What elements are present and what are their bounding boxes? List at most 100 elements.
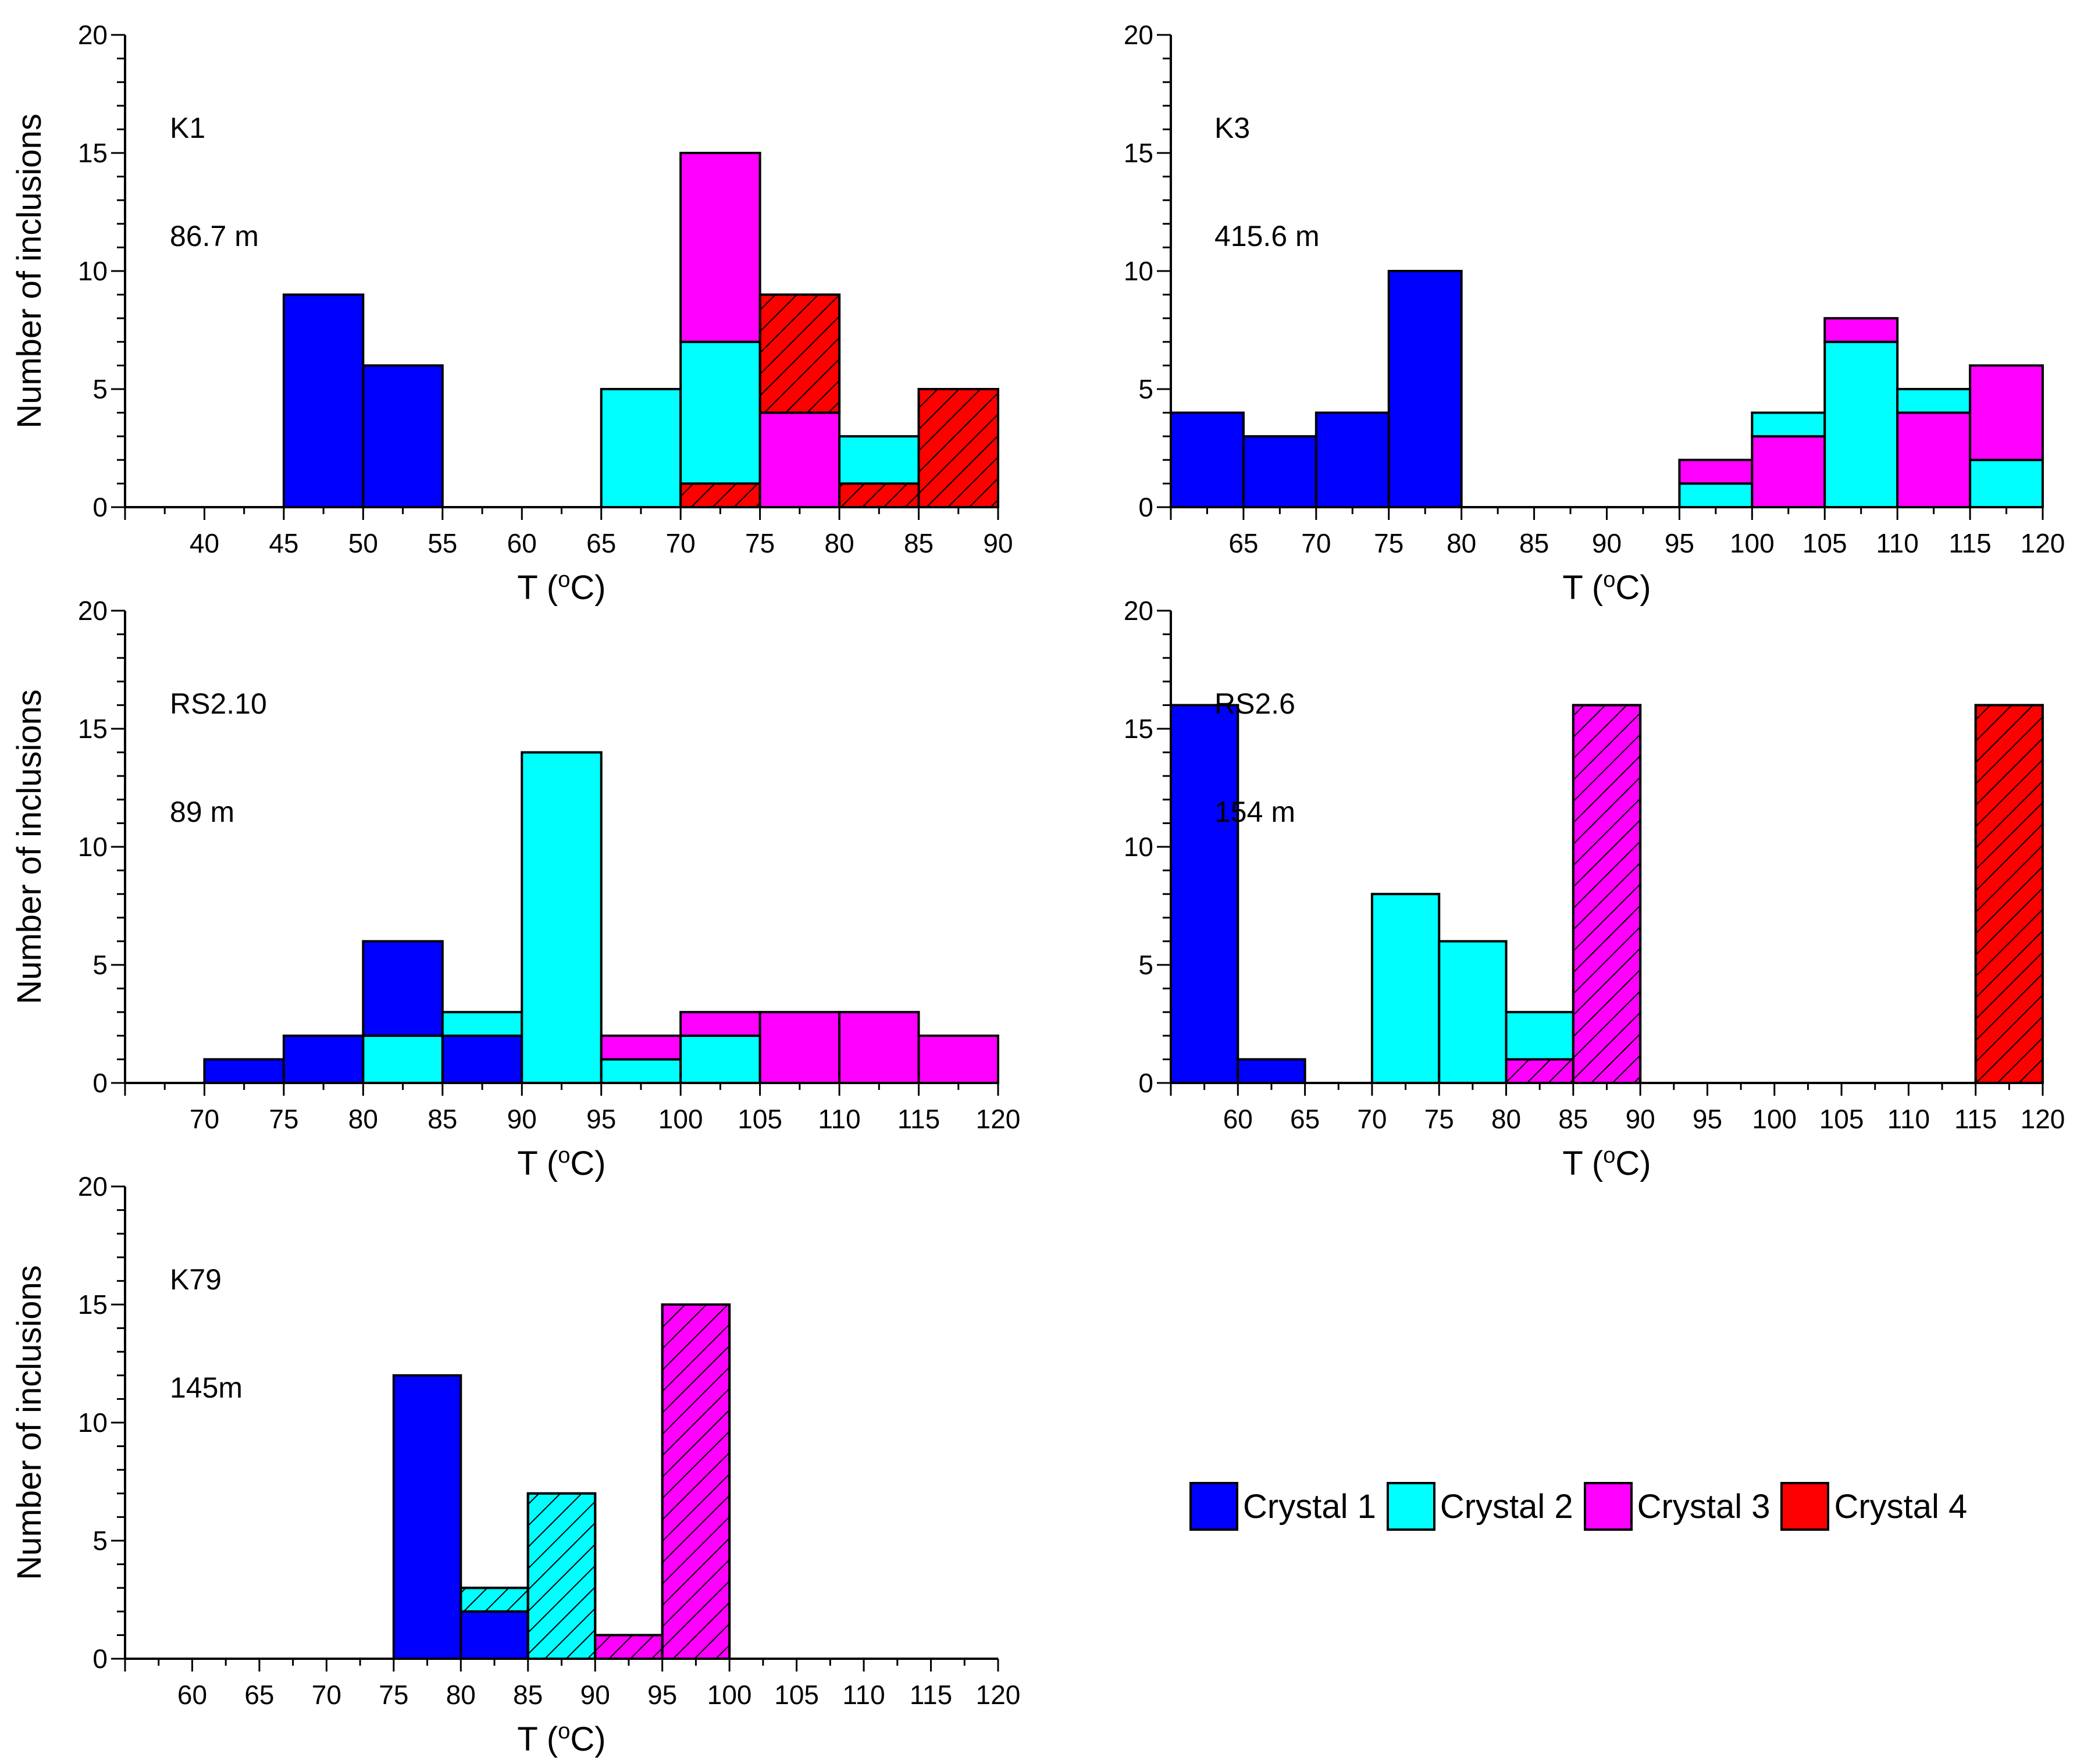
x-tick-label: 60 (507, 528, 537, 558)
sample-label-rs2-6: RS2.6 154 m (1214, 614, 1295, 866)
bar-crystal-2 (1896, 388, 1972, 414)
bar-crystal-3 (1678, 458, 1754, 485)
x-tick-label: 70 (666, 528, 696, 558)
x-tick-label: 70 (1357, 1104, 1387, 1134)
bar-crystal-2 (679, 340, 761, 485)
x-tick-label: 65 (586, 528, 616, 558)
x-tick-label: 100 (1752, 1104, 1797, 1134)
y-axis-label: Number of inclusions (10, 1265, 48, 1580)
y-axis-label: Number of inclusions (10, 113, 48, 429)
bar-crystal-2 (1438, 940, 1508, 1085)
legend-swatch (1583, 1482, 1633, 1531)
x-tick-label: 105 (774, 1680, 819, 1710)
x-tick-label: 75 (379, 1680, 408, 1710)
sample-depth: 415.6 m (1214, 220, 1320, 252)
x-axis-label: T (oC) (517, 568, 605, 607)
sample-name: RS2.6 (1214, 687, 1295, 720)
y-tick-label: 5 (92, 374, 108, 404)
x-axis-label: T (oC) (517, 1143, 605, 1182)
bar-crystal-1 (1314, 411, 1390, 508)
y-tick-label: 20 (78, 596, 108, 626)
x-tick-label: 80 (446, 1680, 476, 1710)
bar-crystal-2 (1505, 1011, 1574, 1061)
sample-name: RS2.10 (170, 687, 267, 720)
x-tick-label: 90 (507, 1104, 537, 1134)
bar-hatch-crystal-4 (1974, 704, 2044, 1084)
bar-hatch-crystal-3 (1572, 704, 1642, 1084)
panel-rs2-6: 0 5 10 15 20 60 65 70 75 80 85 90 95 100 105 110 115 120 T… (1124, 596, 2065, 1182)
x-tick-label: 100 (658, 1104, 703, 1134)
y-tick-label: 0 (92, 1068, 108, 1098)
y-tick-label: 5 (1138, 950, 1153, 980)
x-axis-label: T (oC) (1562, 568, 1651, 607)
bar-crystal-1 (459, 1610, 529, 1660)
x-tick-label: 120 (2021, 528, 2065, 558)
bar-crystal-2 (1823, 340, 1899, 508)
bar-crystal-3 (1823, 317, 1899, 343)
bar-crystal-2 (521, 751, 603, 1084)
bar-crystal-1 (203, 1058, 285, 1085)
y-tick-label: 5 (1138, 374, 1153, 404)
bar-crystal-1 (1170, 704, 1239, 1084)
bar-crystal-3 (600, 1034, 682, 1061)
x-tick-label: 115 (897, 1104, 940, 1134)
bar-crystal-2 (679, 1034, 761, 1085)
bar-crystal-2 (362, 1034, 444, 1085)
y-tick-label: 5 (92, 950, 108, 980)
x-tick-label: 45 (269, 528, 298, 558)
bar-hatch-crystal-2 (526, 1492, 597, 1660)
bar-crystal-3 (1896, 411, 1972, 508)
y-axis-label: Number of inclusions (10, 689, 48, 1004)
sample-label-k79: K79 145m (170, 1189, 243, 1442)
y-tick-label: 10 (78, 832, 108, 862)
bar-crystal-2 (441, 1011, 523, 1037)
bar-hatch-crystal-4 (758, 293, 841, 414)
sample-name: K79 (170, 1263, 222, 1296)
panel-k3: 0 5 10 15 20 65 70 75 80 85 90 95 100 105 110 115 120 T (… (1124, 20, 2065, 607)
legend-item-crystal-2: Crystal 2 (1386, 1482, 1573, 1531)
y-tick-label: 0 (1138, 1068, 1153, 1098)
bar-hatch-crystal-4 (679, 482, 761, 509)
x-tick-label: 105 (1802, 528, 1847, 558)
x-tick-label: 75 (269, 1104, 298, 1134)
bar-crystal-2 (600, 388, 682, 508)
bar-hatch-crystal-3 (594, 1634, 664, 1660)
legend-label: Crystal 1 (1243, 1487, 1376, 1526)
x-tick-label: 95 (1665, 528, 1694, 558)
x-tick-label: 80 (1491, 1104, 1521, 1134)
x-tick-label: 100 (1730, 528, 1775, 558)
bar-crystal-3 (758, 411, 841, 508)
x-tick-label: 60 (1223, 1104, 1253, 1134)
x-tick-label: 60 (177, 1680, 207, 1710)
legend-item-crystal-3: Crystal 3 (1583, 1482, 1770, 1531)
bar-crystal-3 (917, 1034, 999, 1085)
y-tick-label: 15 (78, 1289, 108, 1320)
legend-swatch (1189, 1482, 1238, 1531)
x-tick-label: 80 (825, 528, 854, 558)
x-tick-label: 105 (738, 1104, 782, 1134)
x-tick-label: 90 (983, 528, 1013, 558)
x-tick-label: 90 (1592, 528, 1622, 558)
x-tick-label: 95 (586, 1104, 616, 1134)
x-tick-label: 110 (1887, 1104, 1930, 1134)
y-tick-label: 5 (92, 1526, 108, 1556)
panel-k79: 0 5 10 15 20 60 65 70 75 80 85 90 95 100 105 110 115 120 T… (10, 1171, 1020, 1758)
x-tick-label: 85 (904, 528, 934, 558)
bar-crystal-2 (1370, 893, 1441, 1084)
bar-hatch-crystal-4 (838, 482, 920, 509)
y-tick-label: 10 (78, 1407, 108, 1438)
x-tick-label: 85 (1558, 1104, 1588, 1134)
bar-crystal-1 (1170, 411, 1245, 508)
panel-rs2-10: 0 5 10 15 20 70 75 80 85 90 95 100 105 110 115 120 T (oC… (10, 596, 1020, 1182)
x-tick-label: 70 (1301, 528, 1331, 558)
sample-label-rs2-10: RS2.10 89 m (170, 614, 267, 866)
y-tick-label: 0 (1138, 492, 1153, 522)
bar-crystal-1 (1387, 270, 1463, 508)
y-tick-label: 20 (1124, 596, 1153, 626)
x-tick-label: 75 (1424, 1104, 1454, 1134)
y-tick-label: 15 (1124, 138, 1153, 168)
x-tick-label: 40 (190, 528, 219, 558)
x-tick-label: 120 (976, 1680, 1021, 1710)
y-tick-label: 20 (78, 20, 108, 50)
